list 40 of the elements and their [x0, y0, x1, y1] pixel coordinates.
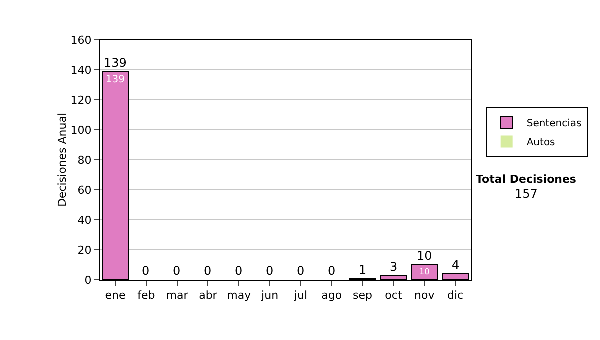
total-label: 0	[266, 264, 274, 278]
data-label: 10	[419, 266, 430, 277]
y-tick-label: 100	[70, 124, 92, 137]
total-label: 10	[417, 249, 432, 263]
x-tick-label: oct	[385, 289, 403, 302]
total-label: 0	[297, 264, 305, 278]
total-label: 0	[204, 264, 212, 278]
data-label: 139	[106, 74, 126, 86]
y-tick-label: 80	[78, 154, 92, 167]
total-label: 0	[235, 264, 243, 278]
y-tick-label: 20	[78, 244, 92, 257]
y-tick-label: 140	[70, 64, 92, 77]
total-label: 4	[452, 258, 460, 272]
x-tick-label: mar	[166, 289, 189, 302]
y-tick-label: 120	[70, 94, 92, 107]
x-tick-label: sep	[353, 289, 373, 302]
x-tick-label: abr	[199, 289, 218, 302]
x-tick-label: nov	[414, 289, 436, 302]
x-tick-label: jul	[293, 289, 308, 302]
total-label: 0	[173, 264, 181, 278]
total-label: 0	[328, 264, 336, 278]
y-tick-label: 160	[70, 34, 92, 47]
x-tick-label: ene	[105, 289, 126, 302]
total-label: 1	[359, 263, 367, 277]
y-tick-label: 40	[78, 214, 92, 227]
y-tick-label: 0	[84, 274, 92, 287]
total-label: 139	[104, 56, 127, 70]
total-label: 3	[390, 260, 398, 274]
x-tick-label: feb	[138, 289, 156, 302]
y-axis-title: Decisiones Anual	[56, 112, 69, 208]
text: 157	[515, 187, 538, 201]
text: Total Decisiones	[476, 173, 577, 186]
x-tick-label: may	[227, 289, 252, 302]
total-label: 0	[142, 264, 150, 278]
legend-label: Sentencias	[526, 118, 582, 130]
x-tick-label: jun	[260, 289, 279, 302]
legend-label: Autos	[526, 138, 556, 149]
y-tick-label: 60	[78, 184, 92, 197]
x-tick-label: dic	[447, 289, 464, 302]
x-tick-label: ago	[322, 289, 342, 302]
